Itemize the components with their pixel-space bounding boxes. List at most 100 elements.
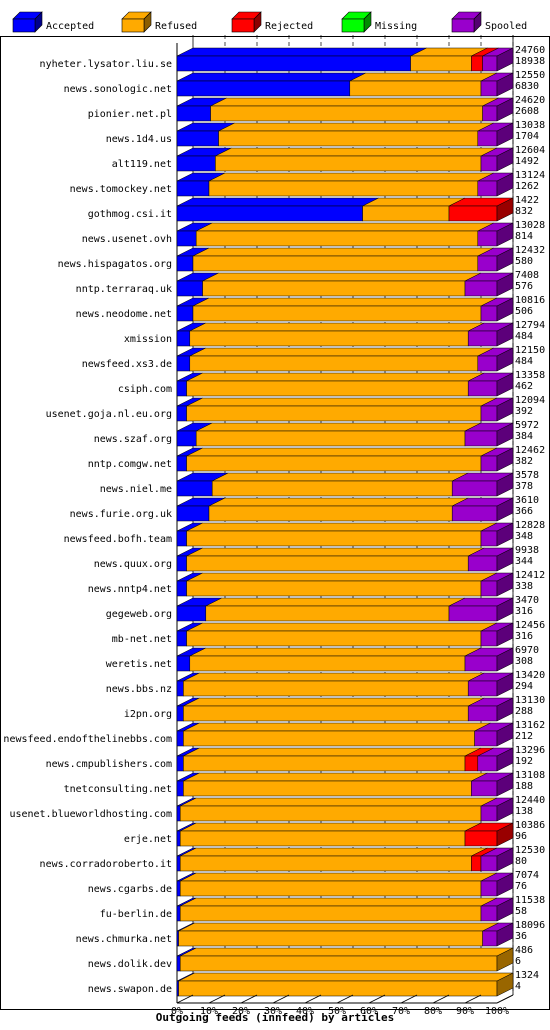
row-label: news.corradoroberto.it (40, 859, 172, 870)
x-axis: 0% 10% 20% 30% 40% 50% 60% 70% 80% 90% 100% (171, 994, 514, 1017)
bar-segment-refused (183, 747, 482, 772)
row-label: nntp.terraraq.uk (76, 284, 172, 295)
row-label: news.swapon.de (88, 984, 172, 995)
legend-swatch-spooled (451, 18, 475, 33)
bar-segment-spooled (480, 572, 514, 597)
bar-row-news-furie-org-uk (176, 497, 514, 522)
value-offered: 12550 (515, 70, 545, 81)
value-accepted: 18938 (515, 56, 545, 67)
bar-row-news-swapon-de (176, 972, 514, 997)
bar-segment-refused (189, 347, 494, 372)
value-offered: 12094 (515, 395, 545, 406)
legend-label-refused: Refused (155, 21, 197, 32)
row-label: csiph.com (118, 384, 172, 395)
value-accepted: 212 (515, 731, 533, 742)
x-tick (336, 994, 354, 1004)
value-accepted: 294 (515, 681, 533, 692)
x-tick-label: 80% (424, 1006, 442, 1017)
legend-label-spooled: Spooled (485, 21, 527, 32)
row-label: mb-net.net (112, 634, 172, 645)
bar-segment-refused (210, 97, 499, 122)
value-offered: 5972 (515, 420, 539, 431)
bar-end-face (496, 247, 514, 272)
row-label: nntp.comgw.net (88, 459, 172, 470)
value-offered: 12462 (515, 445, 545, 456)
bar-segment-accepted (176, 147, 232, 172)
value-accepted: 382 (515, 456, 533, 467)
bar-segment-accepted (176, 422, 213, 447)
value-accepted: 6830 (515, 81, 539, 92)
bar-end-face (496, 672, 514, 697)
bar-row-erje-net (176, 822, 514, 847)
bar-segment-refused (186, 397, 498, 422)
value-accepted: 188 (515, 781, 533, 792)
bar-row-news-nntp4-net (176, 572, 514, 597)
bar-row-weretis-net (176, 647, 514, 672)
value-offered: 12412 (515, 570, 545, 581)
legend-item-rejected: Rejected (231, 11, 313, 33)
bar-segment-spooled (471, 772, 514, 797)
bar-end-face (496, 47, 514, 72)
legend-item-accepted: Accepted (12, 11, 94, 33)
bar-segment-refused (189, 647, 482, 672)
bar-row-fu-berlin-de (176, 897, 514, 922)
value-offered: 13296 (515, 745, 545, 756)
value-accepted: 36 (515, 931, 527, 942)
value-offered: 13162 (515, 720, 545, 731)
bar-end-face (496, 822, 514, 847)
row-label: news.1d4.us (106, 134, 172, 145)
bar-segment-accepted (176, 272, 219, 297)
row-label: news.tomockey.net (70, 184, 172, 195)
bar-segment-refused (183, 697, 485, 722)
value-accepted: 506 (515, 306, 533, 317)
value-offered: 12440 (515, 795, 545, 806)
bar-row-csiph-com (176, 372, 514, 397)
value-offered: 12604 (515, 145, 545, 156)
bar-segment-spooled (480, 447, 514, 472)
value-accepted: 316 (515, 631, 533, 642)
bars (176, 47, 514, 997)
bar-end-face (496, 647, 514, 672)
bar-row-alt119-net (176, 147, 514, 172)
bar-segment-spooled (480, 847, 514, 872)
value-accepted: 308 (515, 656, 533, 667)
value-accepted: 384 (515, 431, 533, 442)
value-offered: 13108 (515, 770, 545, 781)
value-offered: 24620 (515, 95, 545, 106)
value-accepted: 338 (515, 581, 533, 592)
bar-end-face (496, 597, 514, 622)
bar-row-newsfeed-bofh-team (176, 522, 514, 547)
legend-item-spooled: Spooled (451, 11, 527, 33)
bar-row-news-cgarbs-de (176, 872, 514, 897)
bar-end-face (496, 122, 514, 147)
value-accepted: 366 (515, 506, 533, 517)
bar-segment-spooled (477, 172, 514, 197)
row-label: newsfeed.endofthelinebbs.com (3, 734, 172, 745)
bar-end-face (496, 572, 514, 597)
bar-segment-refused (192, 247, 494, 272)
bar-end-face (496, 197, 514, 222)
value-offered: 13420 (515, 670, 545, 681)
bar-row-news-hispagatos-org (176, 247, 514, 272)
bar-row-news-bbs-nz (176, 672, 514, 697)
bar-row-news-niel-me (176, 472, 514, 497)
bar-segment-refused (179, 872, 498, 897)
row-label: news.chmurka.net (76, 934, 172, 945)
bar-segment-spooled (451, 472, 514, 497)
x-tick (272, 994, 290, 1004)
row-label: gegeweb.org (106, 609, 172, 620)
legend-swatch-refused (121, 18, 145, 33)
value-accepted: 1262 (515, 181, 539, 192)
bar-end-face (496, 72, 514, 97)
bar-segment-spooled (451, 497, 514, 522)
row-label: news.niel.me (100, 484, 172, 495)
row-label: news.usenet.ovh (82, 234, 172, 245)
bar-segment-refused (208, 172, 494, 197)
bar-segment-refused (186, 572, 498, 597)
bar-end-face (496, 447, 514, 472)
value-accepted: 392 (515, 406, 533, 417)
legend-swatch-rejected (231, 18, 255, 33)
bar-segment-spooled (482, 922, 514, 947)
row-label: news.dolik.dev (88, 959, 172, 970)
bar-row-mb-net-net (176, 622, 514, 647)
